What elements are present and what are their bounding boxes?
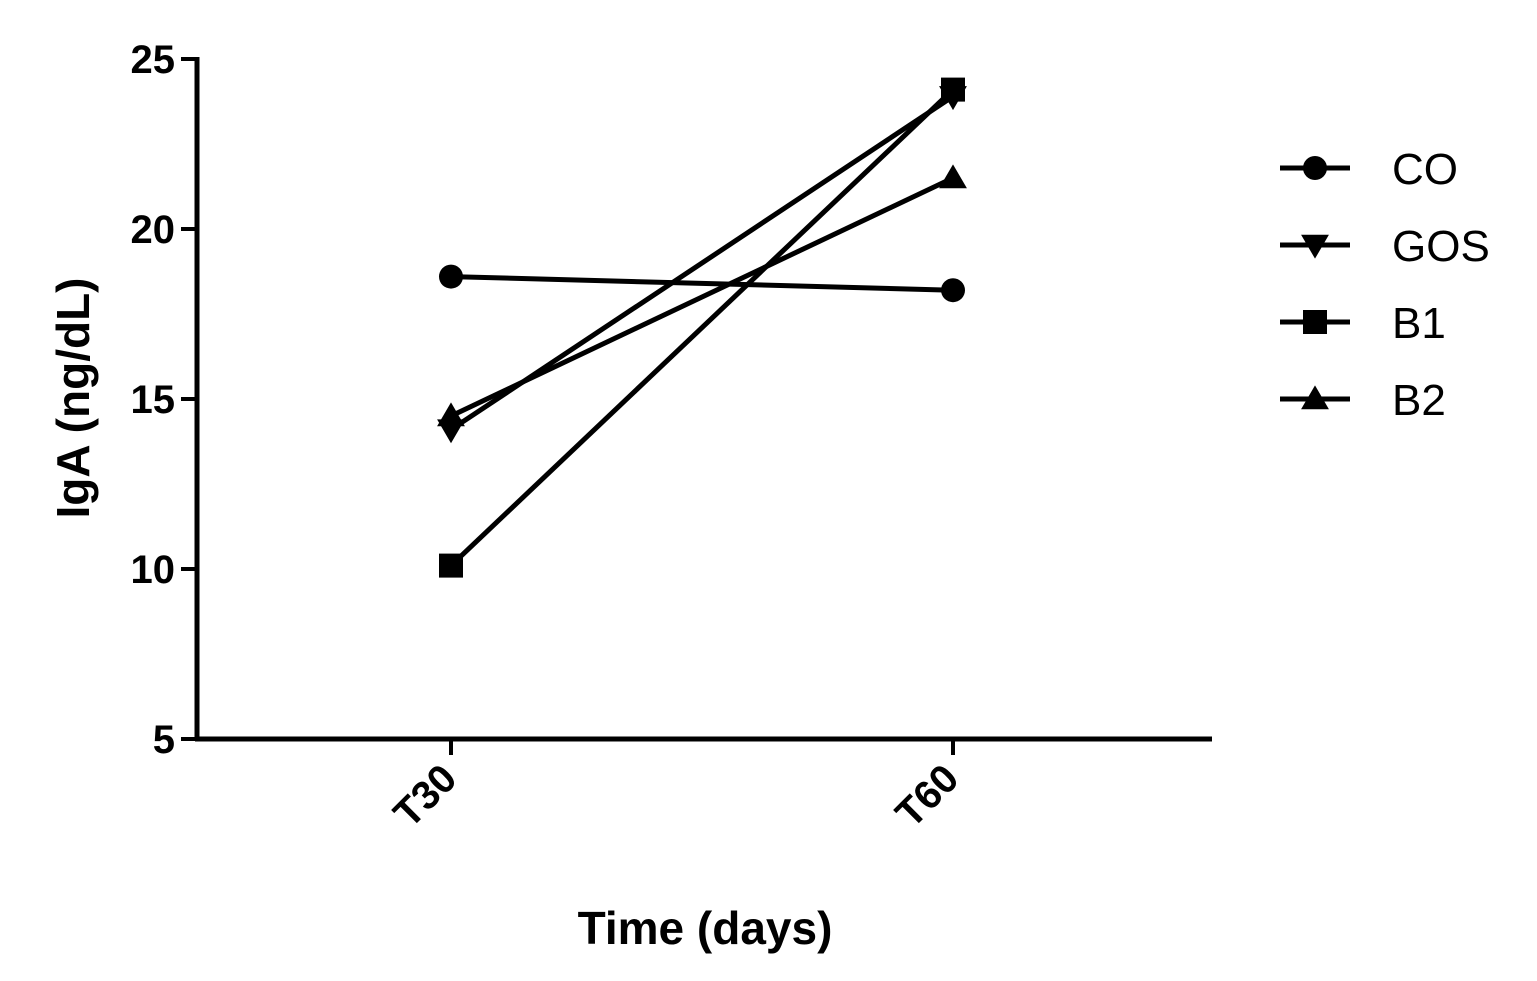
legend-marker-b1: [1303, 310, 1327, 334]
series-line-b1: [449, 87, 955, 568]
series-line-b2: [449, 175, 955, 419]
legend-marker-gos: [1301, 234, 1329, 259]
data-point-b2-t30: [437, 402, 465, 427]
x-axis-title: Time (days): [578, 902, 833, 954]
series-line-co: [450, 274, 954, 293]
x-tick-label: T30: [386, 756, 466, 836]
legend-marker-b2: [1301, 385, 1329, 410]
legend-label: B2: [1392, 376, 1446, 425]
legend-item-co: CO: [1280, 145, 1458, 194]
series-gos: [437, 86, 967, 444]
y-ticks: 5 10 15 20 25: [131, 38, 197, 762]
data-point-b1-t60: [941, 77, 965, 102]
legend-label: CO: [1392, 145, 1458, 194]
legend-marker-co: [1303, 156, 1327, 180]
series-b2: [437, 164, 967, 427]
legend-item-b1: B1: [1280, 299, 1446, 348]
series-layer: [437, 77, 967, 578]
legend-label: B1: [1392, 299, 1446, 348]
y-tick-label: 10: [131, 548, 176, 592]
x-tick-label: T60: [888, 756, 968, 836]
data-point-co-t60: [941, 278, 965, 303]
y-tick-label: 20: [131, 208, 176, 252]
legend-label: GOS: [1392, 222, 1490, 271]
data-point-co-t30: [439, 264, 463, 289]
data-point-b1-t30: [439, 553, 463, 578]
legend-item-gos: GOS: [1280, 222, 1490, 271]
y-tick-label: 15: [131, 378, 176, 422]
series-b1: [439, 77, 965, 578]
axes: [194, 57, 1212, 742]
data-point-b2-t60: [939, 164, 967, 189]
legend-item-b2: B2: [1280, 376, 1446, 425]
legend: CO GOS B1 B2: [1280, 145, 1490, 425]
y-axis-title: IgA (ng/dL): [47, 278, 99, 519]
y-tick-label: 25: [131, 38, 176, 82]
x-ticks: T30 T60: [386, 739, 968, 836]
y-tick-label: 5: [153, 718, 175, 762]
series-co: [439, 264, 965, 303]
